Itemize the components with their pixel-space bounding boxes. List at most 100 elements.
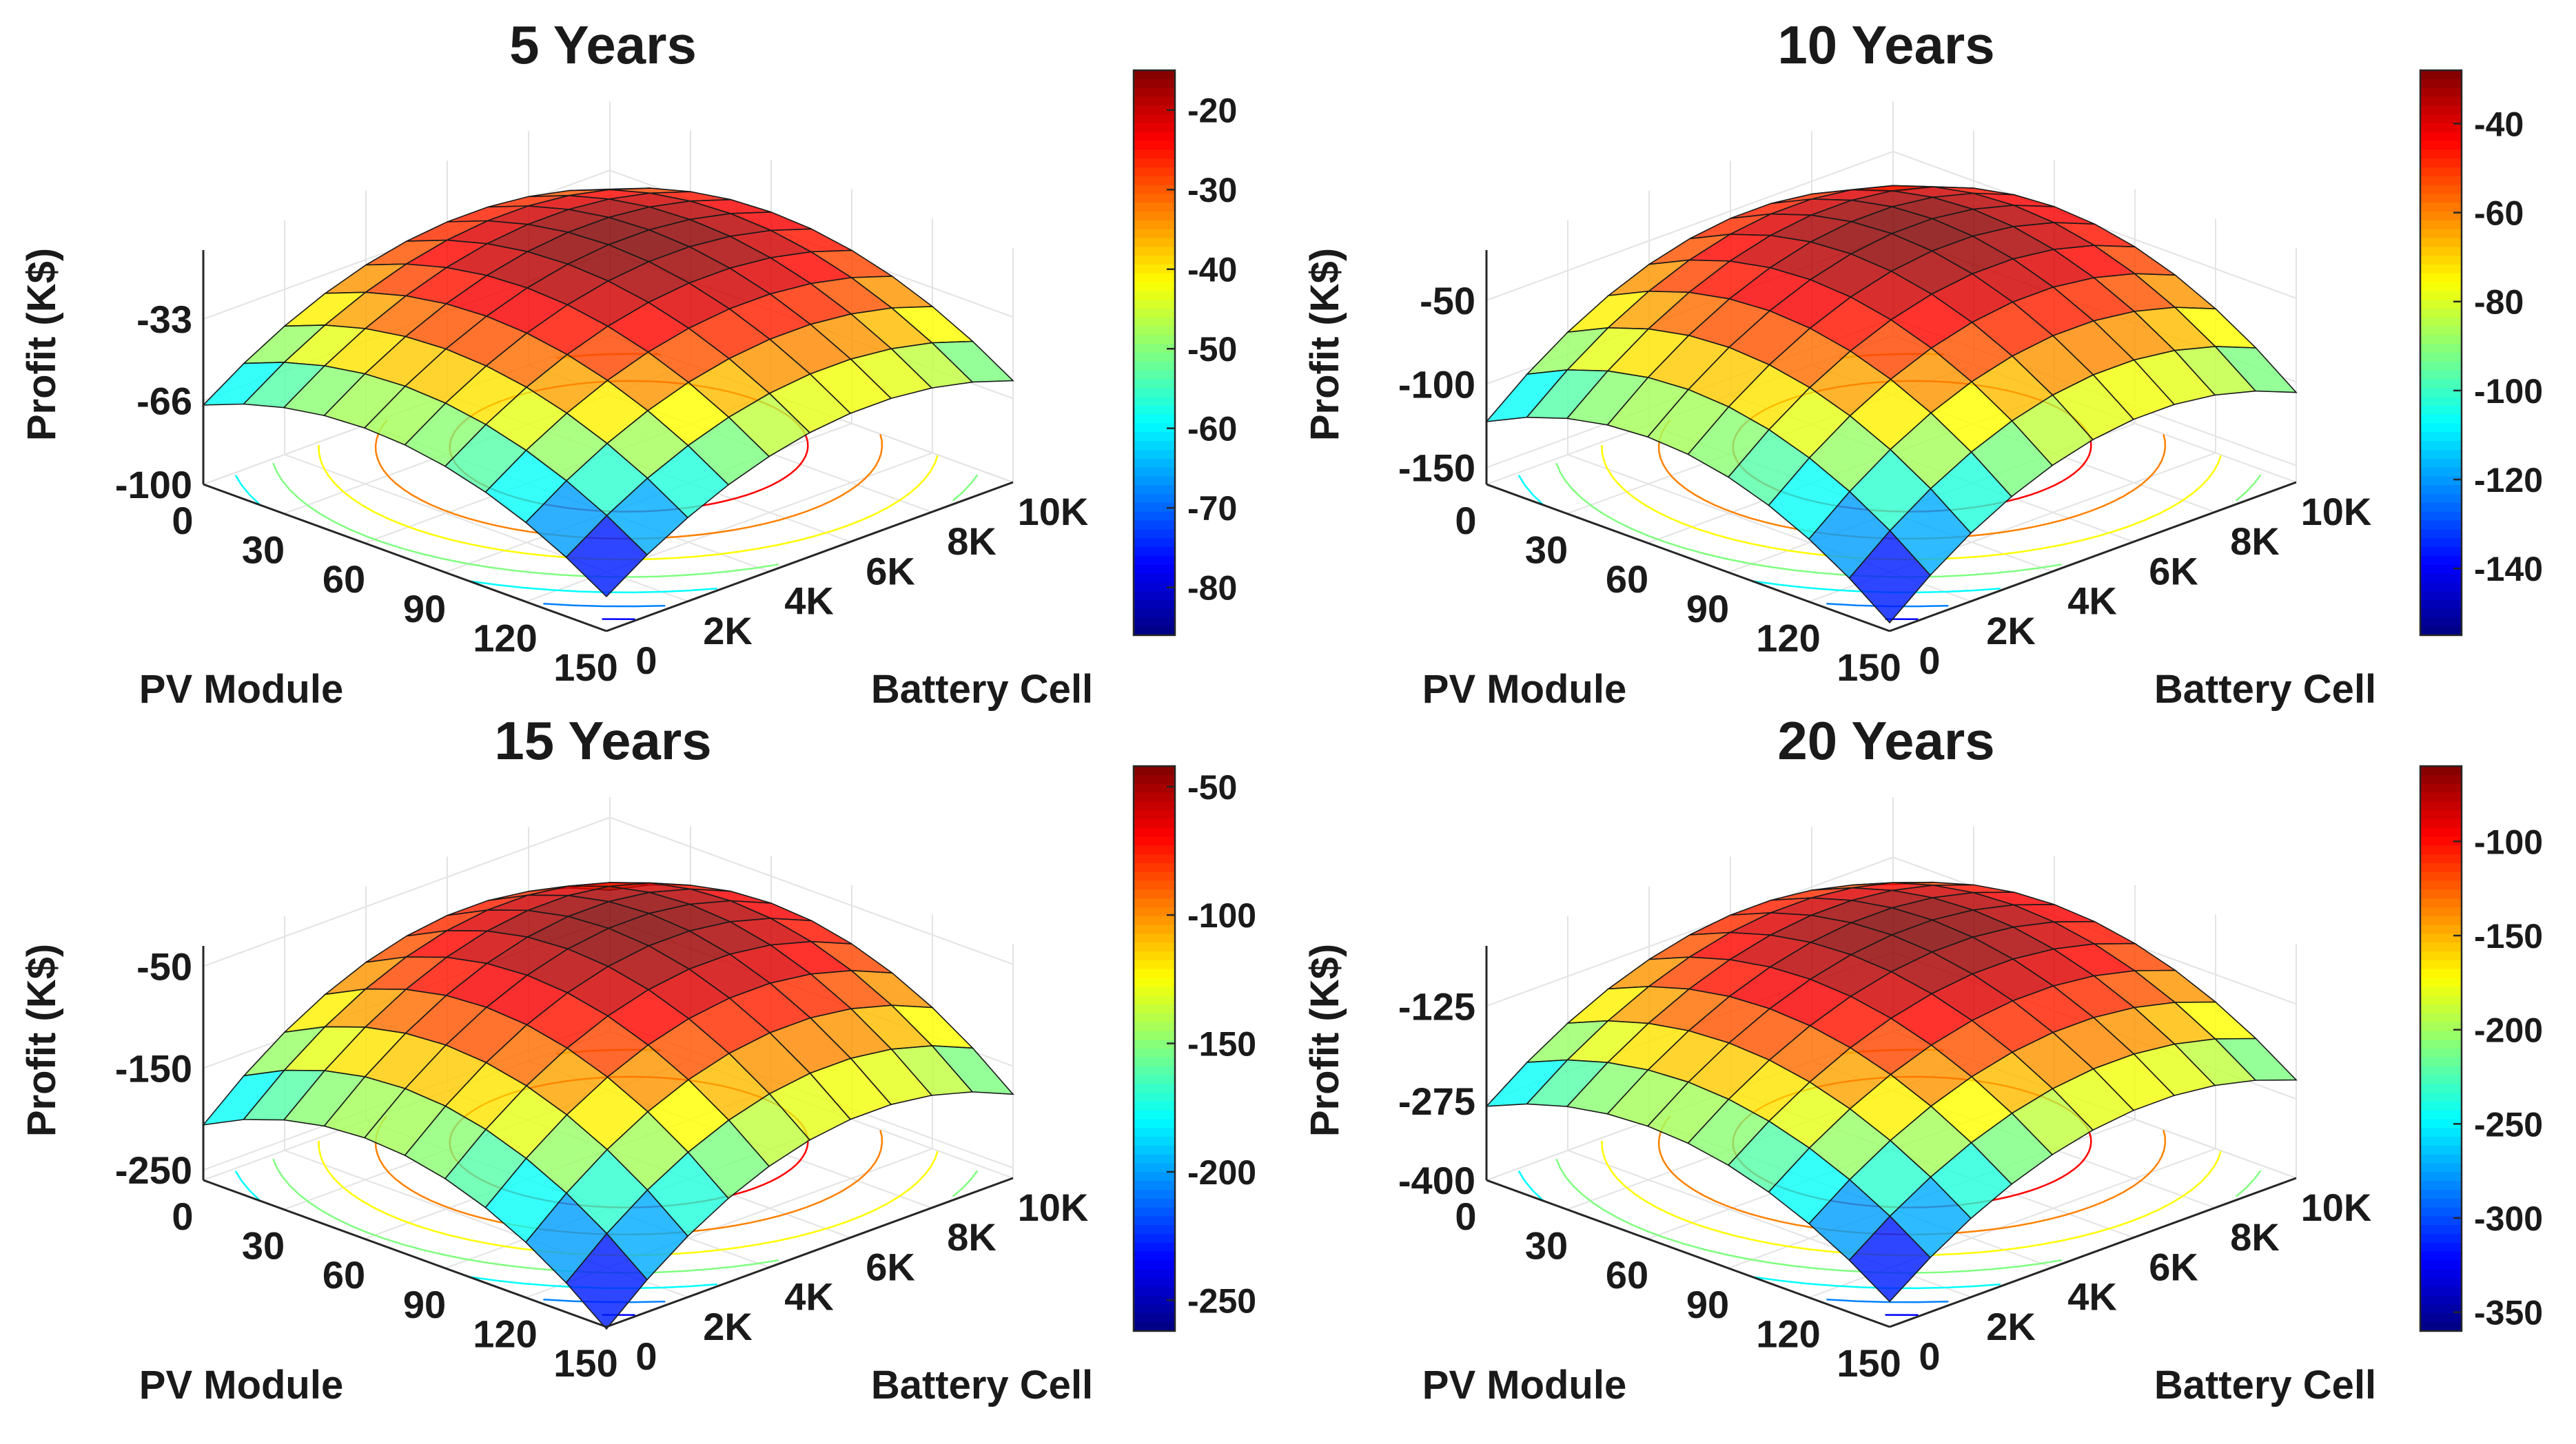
colorbar-segment [1134,158,1175,168]
colorbar-segment [1134,203,1175,212]
z-tick-label: -100 [115,463,192,506]
colorbar-tick-label: -350 [2474,1294,2543,1332]
grid-line [1486,856,2297,1007]
axes [202,250,1014,632]
colorbar-segment [2420,880,2462,891]
colorbar-segment [1134,934,1175,944]
colorbar-segment [1134,792,1175,803]
battery-tick-label: 0 [635,1334,657,1378]
colorbar-frame [2419,765,2463,1332]
colorbar-segment [1134,1278,1175,1288]
colorbar-segment [1134,79,1175,89]
z-axis-label: Profit (K$) [1302,248,1347,441]
pv-axis-label: PV Module [139,1363,343,1407]
colorbar-segment [1134,1260,1175,1270]
colorbar-segment [1134,1093,1175,1102]
colorbar-segment [2420,1216,2462,1226]
colorbar-segment [1134,273,1175,283]
colorbar-segment [2420,916,2462,926]
colorbar-segment [1134,827,1175,838]
colorbar-segment [2420,555,2462,566]
battery-tick-label: 10K [1018,490,1089,533]
contour-line [1517,1170,1544,1201]
colorbar-segment [1134,529,1175,539]
contour-line [543,602,666,608]
colorbar-segment [2420,599,2462,610]
colorbar-tick-label: -120 [2474,461,2543,499]
battery-tick-label: 8K [2230,1215,2280,1259]
colorbar-segment [2420,889,2462,900]
colorbar-segment [2420,1004,2462,1014]
colorbar-segment [2420,863,2462,873]
colorbar-segment [1134,1066,1175,1076]
colorbar-segment [2420,1181,2462,1190]
colorbar-segment [1134,326,1175,336]
colorbar-segment [1134,845,1175,856]
colorbar-tick-label: -100 [2474,823,2543,861]
colorbar-segment [1134,308,1175,318]
colorbar-segment [1134,774,1175,785]
colorbar-segment [1134,925,1175,935]
colorbar-segment [1134,1251,1175,1261]
colorbar-tick-label: -250 [1187,1281,1256,1320]
colorbar-segment [1134,238,1175,248]
colorbar-segment [2420,960,2462,970]
colorbar-tick-label: -300 [2474,1199,2543,1238]
colorbar-segment [1134,212,1175,221]
z-axis-label: Profit (K$) [19,248,64,441]
colorbar-segment [2420,951,2462,961]
chart-panel-1: 0 30 60 90 120 150 0 2K 4K 6K 8K 10K -100 -66 -33 PV Mo… [19,14,1237,712]
colorbar-tick-label: -20 [1187,92,1237,130]
colorbar-segment [2420,238,2462,248]
colorbar-segment [1134,87,1175,98]
colorbar-segment [2420,996,2462,1005]
colorbar-segment [2420,282,2462,292]
colorbar-segment [2420,149,2462,160]
colorbar-segment [2420,1075,2462,1085]
colorbar-segment [2420,335,2462,345]
colorbar-segment [1134,987,1175,997]
colorbar-segment [2420,1260,2462,1270]
colorbar-tick-label: -40 [2474,105,2524,143]
pv-tick-label: 90 [403,1283,446,1326]
colorbar-segment [1134,1128,1175,1138]
colorbar-segment [1134,810,1175,820]
z-tick-label: -50 [136,945,192,989]
colorbar-segment [1134,114,1175,124]
colorbar-segment [1134,555,1175,566]
colorbar-segment [1134,397,1175,406]
contour-line [272,462,779,578]
z-tick-label: -66 [136,379,192,422]
colorbar-segment [2420,1304,2462,1314]
colorbar-segment [1134,123,1175,133]
colorbar-segment [2420,405,2462,415]
chart-panel-2: 0 30 60 90 120 150 0 2K 4K 6K 8K 10K -150 -100 -50 PV M… [1302,14,2543,712]
pv-tick-label: 0 [172,1195,193,1238]
colorbar-segment [1134,414,1175,424]
battery-tick-label: 0 [1919,1334,1940,1378]
battery-axis-label: Battery Cell [871,667,1093,712]
colorbar-segment [2420,538,2462,548]
colorbar-segment [1134,783,1175,794]
colorbar-segment [1134,1084,1175,1094]
colorbar-segment [1134,1145,1175,1155]
colorbar-segment [2420,370,2462,380]
colorbar-tick-label: -100 [2474,372,2543,411]
colorbar-segment [1134,423,1175,433]
colorbar-segment [1134,1322,1175,1332]
pv-axis-label: PV Module [1422,667,1626,712]
colorbar-tick-label: -50 [1187,768,1237,807]
colorbar-segment [2420,1013,2462,1023]
colorbar-segment [2420,1198,2462,1208]
colorbar-segment [1134,256,1175,265]
contour-line [234,475,260,506]
colorbar-tick-label: -60 [2474,194,2524,233]
colorbar-segment [2420,167,2462,177]
battery-tick-label: 4K [2067,579,2117,623]
colorbar-segment [2420,1278,2462,1288]
colorbar-segment [2420,827,2462,838]
colorbar-segment [2420,546,2462,557]
colorbar-segment [2420,502,2462,513]
colorbar-segment [1134,149,1175,160]
colorbar-segment [2420,564,2462,575]
